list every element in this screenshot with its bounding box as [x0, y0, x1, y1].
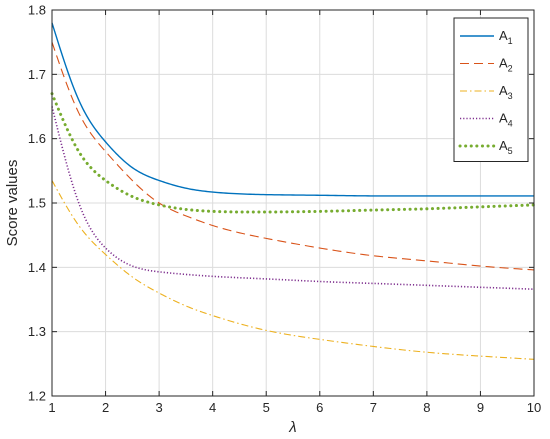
legend-label-a2: A2: [499, 56, 513, 74]
series-line-a5: [50, 92, 536, 214]
x-tick-label: 4: [209, 400, 216, 415]
y-tick-label: 1.8: [28, 3, 46, 18]
legend-label-a5: A5: [499, 138, 513, 156]
x-tick-label: 2: [102, 400, 109, 415]
axes: [51, 9, 535, 397]
x-tick-label: 10: [527, 400, 541, 415]
legend-label-a3: A3: [499, 83, 513, 101]
x-tick-label: 7: [370, 400, 377, 415]
y-tick-label: 1.5: [28, 196, 46, 211]
x-tick-label: 6: [316, 400, 323, 415]
y-axis-label: Score values: [4, 160, 21, 247]
x-axis-label: λ: [288, 419, 296, 436]
y-tick-label: 1.6: [28, 131, 46, 146]
legend-label-a4: A4: [499, 111, 513, 129]
tick-labels: 1 2 3 4 5 6 7 8 9 10 1.2 1.3 1.4 1.5 1.6 1.7 1.8: [28, 3, 541, 416]
y-tick-label: 1.4: [28, 260, 46, 275]
legend-box: [453, 17, 529, 162]
x-tick-label: 9: [477, 400, 484, 415]
series-line-a2: [51, 41, 535, 271]
legend: A1 A2 A3 A4 A5: [453, 17, 529, 162]
series-line-a3: [51, 180, 535, 360]
y-tick-label: 1.3: [28, 324, 46, 339]
y-tick-label: 1.2: [28, 389, 46, 404]
y-tick-label: 1.7: [28, 67, 46, 82]
legend-label-a1: A1: [499, 28, 513, 46]
series-lines: [50, 22, 536, 360]
x-tick-label: 1: [48, 400, 55, 415]
series-line-a1: [51, 22, 534, 197]
series-line-a4: [51, 106, 535, 291]
x-tick-label: 8: [423, 400, 430, 415]
x-tick-label: 3: [155, 400, 162, 415]
x-tick-label: 5: [263, 400, 270, 415]
